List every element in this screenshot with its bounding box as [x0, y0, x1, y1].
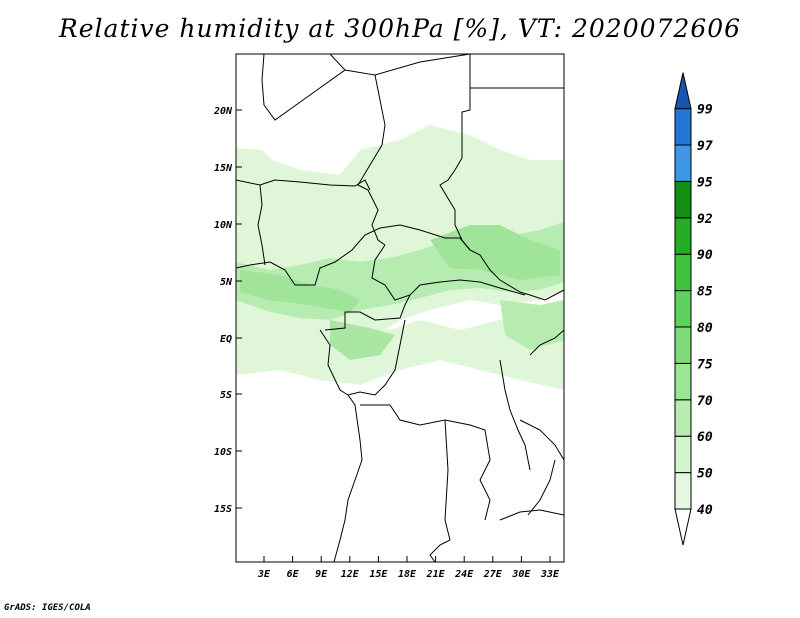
lat-label: 5N: [220, 277, 233, 288]
lon-label: 18E: [398, 569, 417, 580]
colorbar-label: 75: [697, 357, 713, 372]
latitude-axis: 20N 15N 10N 5N EQ 5S 10S 15S: [213, 106, 242, 515]
map-frame: [235, 53, 565, 563]
longitude-axis: 3E 6E 9E 12E 15E 18E 21E 24E 27E 30E 33E: [257, 556, 560, 580]
humidity-patch-east: [430, 225, 560, 280]
lon-label: 30E: [511, 569, 531, 580]
lon-label: 9E: [315, 569, 328, 580]
humidity-patch-west: [240, 270, 360, 312]
humidity-patch-lakes: [500, 300, 564, 350]
lon-label: 21E: [426, 569, 446, 580]
lat-label: 5S: [220, 390, 232, 401]
colorbar-segment: [674, 217, 692, 255]
humidity-field: [236, 125, 564, 390]
lat-label: 10N: [214, 220, 233, 231]
country-borders: [236, 54, 564, 562]
humidity-patch-center: [330, 320, 395, 360]
map-title: Relative humidity at 300hPa [%], VT: 202…: [58, 14, 742, 43]
lat-label: 20N: [213, 106, 233, 117]
lat-label: 10S: [214, 447, 232, 458]
lon-label: 24E: [454, 569, 474, 580]
lon-label: 33E: [540, 569, 560, 580]
colorbar-label: 70: [697, 394, 713, 409]
colorbar-top-arrow: [674, 72, 692, 110]
colorbar-segment: [674, 472, 692, 510]
colorbar-label: 40: [697, 503, 713, 518]
lon-label: 15E: [369, 569, 388, 580]
colorbar-segment: [674, 253, 692, 292]
lon-label: 6E: [287, 569, 300, 580]
colorbar-label: 95: [697, 175, 713, 190]
lon-label: 12E: [341, 569, 360, 580]
colorbar-bottom-arrow: [674, 508, 692, 546]
lat-label: EQ: [220, 334, 232, 345]
lat-label: 15S: [214, 504, 232, 515]
colorbar-segment: [674, 399, 692, 437]
colorbar-label: 90: [697, 248, 713, 263]
colorbar-label: 80: [697, 321, 713, 336]
colorbar-label: 99: [697, 103, 713, 118]
colorbar-segment: [674, 290, 692, 328]
colorbar-label: 60: [697, 430, 713, 445]
colorbar-segment: [674, 435, 692, 474]
colorbar-segment: [674, 362, 692, 401]
grads-credit: GrADS: IGES/COLA: [4, 603, 91, 613]
colorbar: 40 50 60 70 75 80 85 90 92 95 97 99: [674, 72, 713, 546]
lon-label: 27E: [483, 569, 503, 580]
colorbar-label: 92: [697, 212, 713, 227]
colorbar-label: 50: [697, 467, 713, 482]
lat-label: 15N: [214, 163, 233, 174]
colorbar-label: 85: [697, 285, 713, 300]
colorbar-segment: [674, 108, 692, 146]
colorbar-segment: [674, 326, 692, 364]
colorbar-segment: [674, 180, 692, 219]
colorbar-label: 97: [697, 139, 713, 154]
colorbar-segment: [674, 144, 692, 182]
lon-label: 3E: [257, 569, 271, 580]
